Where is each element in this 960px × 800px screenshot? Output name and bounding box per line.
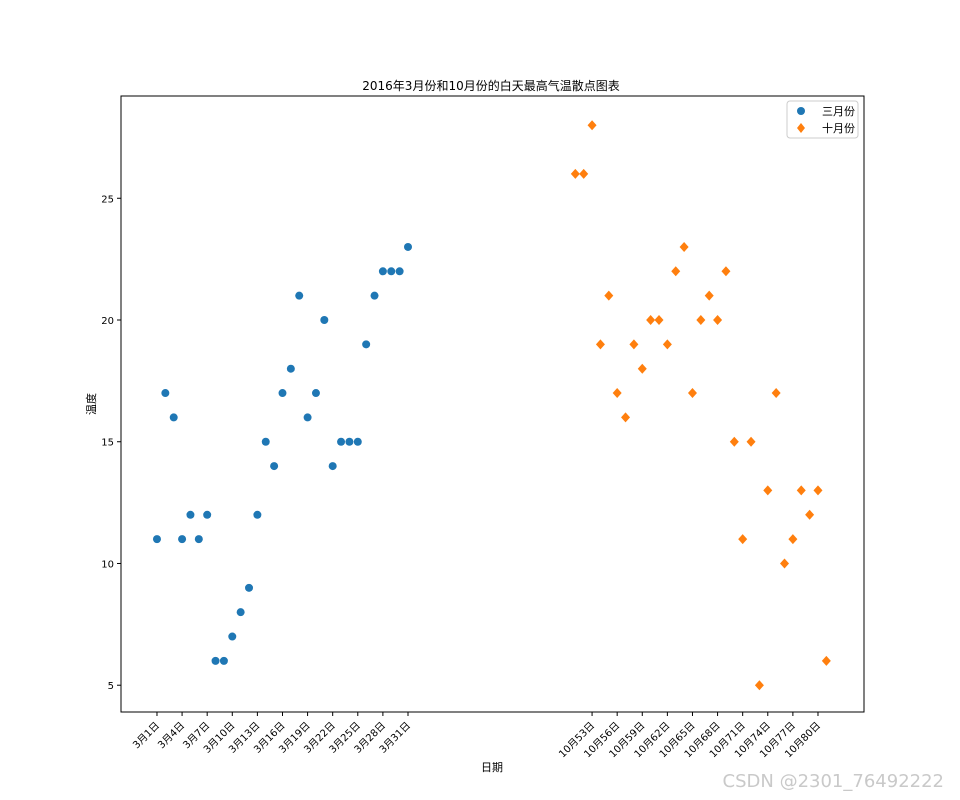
- march-point: [194, 535, 203, 544]
- october-point: [813, 485, 823, 496]
- march-point: [261, 437, 270, 446]
- october-point: [679, 241, 689, 252]
- october-point: [746, 436, 756, 447]
- legend-label-october: 十月份: [822, 121, 855, 135]
- y-tick-label: 20: [101, 316, 114, 327]
- october-point: [721, 266, 731, 277]
- march-point: [186, 510, 195, 519]
- october-point: [821, 655, 831, 666]
- march-point: [203, 510, 212, 519]
- watermark: CSDN @2301_76492222: [722, 771, 944, 792]
- x-axis-label: 日期: [481, 761, 503, 774]
- october-point: [646, 315, 656, 325]
- october-point: [579, 168, 589, 179]
- october-point: [621, 412, 631, 423]
- march-point: [320, 316, 329, 324]
- march-point: [311, 389, 320, 398]
- october-point: [738, 534, 748, 545]
- october-point: [612, 388, 622, 399]
- march-point: [387, 267, 396, 276]
- march-point: [395, 267, 404, 276]
- october-point: [637, 363, 647, 374]
- march-point: [345, 437, 354, 446]
- october-point: [604, 290, 614, 301]
- october-point: [788, 534, 798, 545]
- y-tick-label: 5: [108, 681, 114, 692]
- october-point: [771, 388, 781, 399]
- x-tick-label: 3月1日: [130, 720, 162, 752]
- march-point: [403, 242, 412, 251]
- y-tick-label: 15: [101, 438, 114, 449]
- data-points: [152, 120, 831, 691]
- march-point: [370, 291, 379, 300]
- march-point: [161, 389, 170, 398]
- march-point: [295, 291, 304, 300]
- october-point: [805, 509, 815, 520]
- october-point: [587, 120, 597, 131]
- october-point: [662, 339, 672, 350]
- october-point: [671, 266, 681, 277]
- march-point: [178, 535, 187, 544]
- october-point: [763, 485, 773, 496]
- legend: 三月份 十月份: [786, 100, 859, 139]
- axis-ticks: 5101520253月1日3月4日3月7日3月10日3月13日3月16日3月19…: [101, 194, 823, 760]
- y-tick-label: 10: [101, 559, 114, 570]
- march-point: [152, 535, 161, 544]
- march-point: [228, 632, 237, 641]
- october-point: [729, 436, 739, 447]
- october-point: [687, 388, 697, 399]
- march-point: [286, 364, 295, 373]
- october-point: [704, 290, 714, 301]
- october-point: [696, 315, 706, 325]
- october-point: [595, 339, 605, 350]
- legend-label-march: 三月份: [822, 105, 855, 118]
- march-point: [353, 437, 362, 446]
- october-point: [754, 680, 764, 691]
- legend-marker-march: [797, 107, 805, 115]
- march-point: [245, 583, 254, 592]
- y-axis-label: 温度: [84, 393, 98, 415]
- march-point: [253, 510, 262, 519]
- october-point: [713, 315, 723, 325]
- march-point: [337, 437, 346, 446]
- march-point: [328, 462, 337, 471]
- march-point: [303, 413, 312, 422]
- march-point: [211, 656, 220, 665]
- x-tick-label: 3月4日: [156, 720, 188, 752]
- october-point: [780, 558, 790, 569]
- march-point: [362, 340, 371, 349]
- march-point: [236, 608, 245, 617]
- october-point: [796, 485, 806, 496]
- chart-title: 2016年3月份和10月份的白天最高气温散点图表: [362, 78, 619, 93]
- october-point: [570, 168, 580, 179]
- march-point: [219, 656, 228, 665]
- march-point: [278, 389, 287, 398]
- march-point: [270, 462, 279, 471]
- october-point: [654, 315, 664, 325]
- october-point: [629, 339, 639, 350]
- march-point: [378, 267, 387, 276]
- plot-frame: [120, 95, 865, 713]
- y-tick-label: 25: [101, 194, 114, 205]
- legend-marker-october: [797, 123, 805, 133]
- march-point: [169, 413, 178, 422]
